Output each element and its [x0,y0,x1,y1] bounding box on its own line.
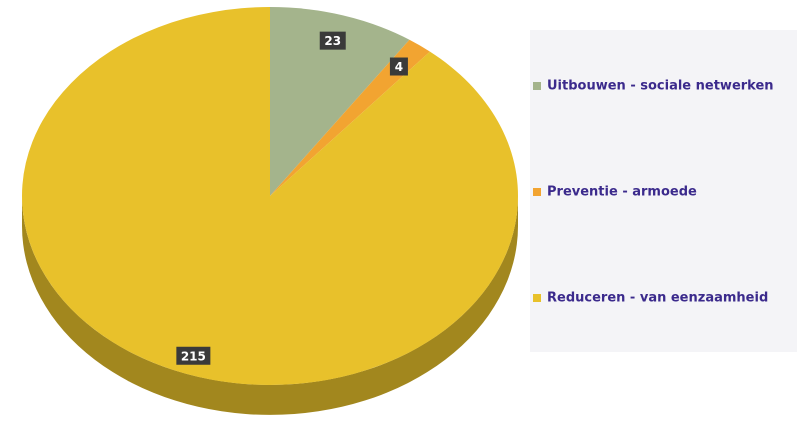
slice [270,39,430,197]
data-label: 4 [395,60,403,74]
legend-label: Preventie - armoede [547,185,697,200]
legend-swatch [533,188,541,196]
slice [21,7,518,385]
slice [270,7,410,196]
legend-swatch [533,82,541,90]
legend-box [530,30,797,352]
data-label: 215 [181,349,206,363]
data-label-box [319,31,346,50]
slice-side [22,196,518,415]
data-label: 23 [324,34,341,48]
legend-label: Reduceren - van eenzaamheid [547,291,768,306]
data-label-box [176,346,211,365]
legend-label: Uitbouwen - sociale netwerken [547,79,774,94]
legend-swatch [533,294,541,302]
data-label-box [389,57,408,76]
